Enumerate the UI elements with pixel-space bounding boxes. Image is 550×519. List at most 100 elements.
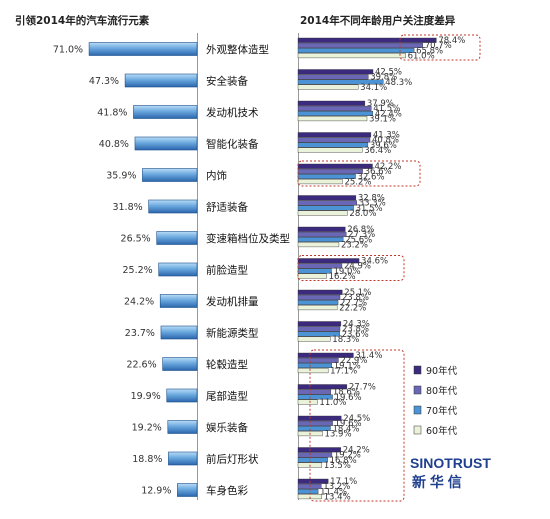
right-bar-value-label: 17.1% <box>330 477 357 487</box>
right-bar <box>297 389 332 395</box>
right-bar <box>297 168 363 174</box>
right-bar-value-label: 18.3% <box>332 335 359 345</box>
category-label: 新能源类型 <box>206 327 259 340</box>
category-label: 发动机技术 <box>206 106 259 119</box>
right-bar <box>297 268 332 274</box>
category-label: 尾部造型 <box>206 390 248 403</box>
right-bar <box>297 100 366 106</box>
right-bar-value-label: 11.0% <box>319 398 346 408</box>
right-bar <box>297 357 339 363</box>
right-bar <box>297 163 373 169</box>
right-bar-value-label: 22.9% <box>340 356 367 366</box>
right-bar-value-label: 26.8% <box>347 225 374 235</box>
right-bar-value-label: 42.2% <box>374 162 401 172</box>
legend-swatch <box>413 365 422 375</box>
category-label: 娱乐装备 <box>206 421 248 434</box>
left-bar <box>167 420 198 434</box>
right-bar <box>297 74 369 80</box>
left-bar-value-label: 24.2% <box>124 297 154 308</box>
highlight-box <box>297 255 405 281</box>
left-bar <box>142 168 198 182</box>
right-bar <box>297 489 319 495</box>
right-bar <box>297 110 374 116</box>
right-bar <box>297 242 340 248</box>
right-bar <box>297 420 333 426</box>
right-bar-value-label: 25.1% <box>344 288 371 298</box>
right-bar <box>297 69 374 75</box>
right-bar <box>297 132 372 138</box>
right-bar <box>297 426 331 432</box>
right-bar <box>297 105 372 111</box>
right-bar <box>297 53 406 59</box>
right-bar <box>297 79 384 85</box>
right-bar <box>297 294 341 300</box>
right-bar <box>297 84 359 90</box>
category-label: 变速箱档位及类型 <box>206 232 290 245</box>
right-bar-value-label: 25.6% <box>345 235 372 245</box>
right-bar-value-label: 37.9% <box>367 99 394 109</box>
right-bar <box>297 205 354 211</box>
right-bar <box>297 447 341 453</box>
right-bar-value-label: 41.3% <box>373 131 400 141</box>
right-bar-value-label: 24.2% <box>343 446 370 456</box>
right-bar-value-label: 36.6% <box>365 167 392 177</box>
right-bar-value-label: 13.2% <box>323 482 350 492</box>
left-bar-value-label: 41.8% <box>97 108 127 119</box>
right-bar <box>297 331 340 337</box>
right-bar-value-label: 19.2% <box>334 451 361 461</box>
right-bar <box>297 200 357 206</box>
right-bar <box>297 336 331 342</box>
right-bar-value-label: 24.5% <box>343 414 370 424</box>
left-bar-value-label: 19.2% <box>132 423 162 434</box>
category-label: 外观整体造型 <box>206 43 269 56</box>
right-bar-value-label: 23.8% <box>342 325 369 335</box>
right-bar-value-label: 22.7% <box>340 298 367 308</box>
left-bar <box>134 136 198 151</box>
right-bar-value-label: 40.8% <box>372 136 399 146</box>
right-bar-value-label: 19.1% <box>334 361 361 371</box>
right-bar <box>297 137 371 143</box>
right-bar-value-label: 31.5% <box>356 204 383 214</box>
right-bar-value-label: 23.8% <box>342 293 369 303</box>
right-bar-value-label: 36.4% <box>364 146 391 156</box>
legend-label: 80年代 <box>426 385 458 397</box>
left-bar <box>88 42 198 56</box>
right-bar-value-label: 23.2% <box>341 240 368 250</box>
brand-name: SINOTRUST <box>410 455 491 471</box>
right-bar <box>297 195 357 201</box>
right-bar-value-label: 27.3% <box>348 230 375 240</box>
left-bar-value-label: 40.8% <box>99 139 129 150</box>
right-bar-value-label: 42.4% <box>375 109 402 119</box>
right-bar-value-label: 23.6% <box>342 330 369 340</box>
right-bar <box>297 326 341 332</box>
left-bar-value-label: 18.8% <box>132 454 162 465</box>
left-bar <box>168 451 198 466</box>
right-bar-value-label: 48.3% <box>385 78 412 88</box>
left-bar-value-label: 47.3% <box>89 76 119 87</box>
right-bar <box>297 226 346 232</box>
right-bar-value-label: 39.8% <box>370 73 397 83</box>
right-bar <box>297 116 368 122</box>
right-bar <box>297 399 318 405</box>
category-label: 前脸造型 <box>206 264 248 277</box>
right-bar-value-label: 17.1% <box>330 366 357 376</box>
right-bar <box>297 300 339 306</box>
legend: 90年代 80年代 70年代 60年代 <box>413 365 458 437</box>
right-bar <box>297 452 333 458</box>
legend-swatch <box>413 405 422 415</box>
right-bar-value-label: 78.4% <box>438 36 465 46</box>
left-bar <box>148 199 198 214</box>
left-bar-chart: 71.0% 47.3% 41.8% 40.8% 35.9% 31.8% 26.5% 25.2%… <box>53 33 198 500</box>
category-label: 舒适装备 <box>206 201 248 214</box>
right-bar-value-label: 18.4% <box>332 424 359 434</box>
legend-label: 70年代 <box>426 405 458 417</box>
legend-swatch <box>413 385 422 395</box>
left-bar <box>133 105 198 119</box>
highlight-boxes <box>297 34 481 502</box>
right-bar <box>297 236 344 242</box>
category-labels: 外观整体造型安全装备发动机技术智能化装备内饰舒适装备变速箱档位及类型前脸造型发动… <box>206 43 290 497</box>
left-bar <box>177 483 198 497</box>
category-label: 安全装备 <box>206 75 248 88</box>
right-bar-value-label: 18.6% <box>333 388 360 398</box>
legend-swatch <box>413 425 422 435</box>
